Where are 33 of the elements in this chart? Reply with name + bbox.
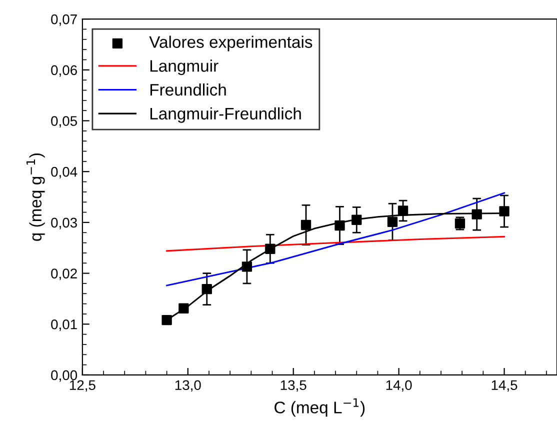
y-tick-label: 0,04 xyxy=(51,166,78,178)
x-tick-label: 12,5 xyxy=(70,380,96,392)
point xyxy=(398,206,408,216)
y-axis-title: q (meq g$^{−1}$) xyxy=(26,154,45,241)
point xyxy=(265,244,276,254)
point xyxy=(334,220,345,231)
x-axis-title: C (meq L$^{−1}$) xyxy=(274,398,365,417)
legend-label: Freundlich xyxy=(150,83,226,96)
y-tick-label: 0,01 xyxy=(51,319,77,331)
x-tick-label: 13,5 xyxy=(280,380,306,392)
legend-label: Langmuir-Freundlich xyxy=(150,107,301,123)
point xyxy=(242,262,252,272)
x-tick-label: 13,0 xyxy=(175,380,201,392)
x-tick-label: 14,0 xyxy=(386,380,412,392)
point xyxy=(499,206,510,216)
point xyxy=(300,220,312,230)
point xyxy=(202,284,212,294)
point xyxy=(472,209,482,220)
legend-label: Langmuir xyxy=(150,60,218,76)
legend-label: Valores experimentais xyxy=(149,36,312,52)
line-series xyxy=(166,236,506,252)
point xyxy=(162,314,172,326)
x-tick-label: 14,5 xyxy=(492,380,518,392)
y-tick-label: 0,05 xyxy=(51,116,77,128)
y-tick-label: 0,07 xyxy=(51,14,77,26)
y-tick-label: 0,02 xyxy=(51,268,77,280)
y-tick-label: 0,06 xyxy=(51,65,77,77)
point xyxy=(352,214,362,225)
point xyxy=(387,216,398,228)
y-tick-label: 0,00 xyxy=(51,370,78,382)
y-tick-label: 0,03 xyxy=(51,218,77,230)
line-series xyxy=(166,192,506,286)
point xyxy=(178,303,189,314)
